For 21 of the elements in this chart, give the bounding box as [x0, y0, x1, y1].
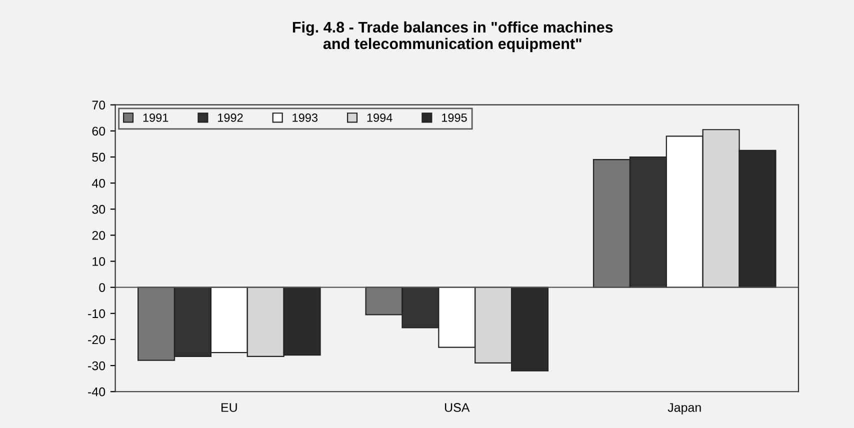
- chart-title: Fig. 4.8 - Trade balances in "office machines and telecommunication equipment": [292, 21, 613, 52]
- y-tick-label: 50: [92, 152, 106, 162]
- x-tick-label: EU: [222, 403, 237, 412]
- y-tick-label: -20: [88, 335, 106, 344]
- y-tick-label: 0: [99, 283, 106, 292]
- legend-label: 1994: [367, 114, 392, 122]
- x-tick-label: USA: [445, 403, 470, 412]
- y-tick-label: -40: [88, 387, 106, 396]
- legend-label: 1992: [218, 114, 243, 122]
- y-tick-label: 40: [92, 178, 106, 188]
- legend-label: 1993: [292, 114, 318, 122]
- y-tick-label: 10: [92, 257, 106, 266]
- y-tick-label: 70: [92, 100, 106, 110]
- y-tick-label: -10: [88, 309, 106, 318]
- y-tick-label: 30: [92, 204, 106, 214]
- y-tick-label: 20: [92, 231, 106, 240]
- legend-label: 1991: [143, 114, 168, 122]
- y-tick-label: -30: [88, 361, 106, 370]
- y-tick-label: 60: [92, 126, 106, 136]
- legend-label: 1995: [442, 114, 467, 122]
- x-tick-label: Japan: [668, 403, 701, 414]
